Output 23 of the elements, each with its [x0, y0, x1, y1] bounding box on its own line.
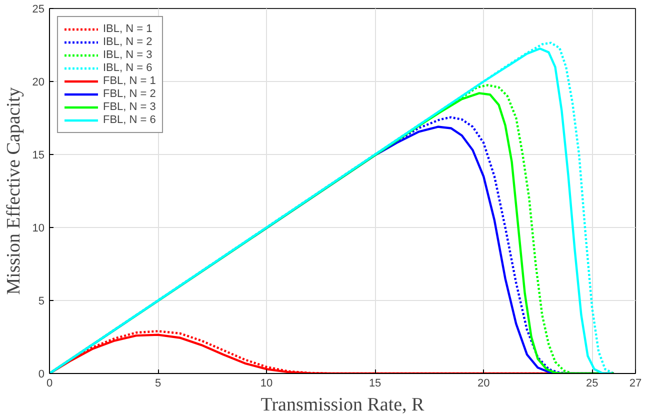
y-tick-label: 0 [38, 368, 45, 380]
y-tick-label: 25 [32, 4, 45, 16]
x-tick-label: 10 [260, 378, 273, 390]
y-axis-title: Mission Effective Capacity [3, 86, 24, 295]
y-tick-label: 15 [32, 150, 45, 162]
x-tick-label: 20 [477, 378, 490, 390]
legend-label: FBL, N = 2 [103, 88, 156, 100]
legend-label: FBL, N = 6 [103, 114, 156, 126]
legend-label: IBL, N = 2 [103, 36, 152, 48]
legend-label: FBL, N = 3 [103, 101, 156, 113]
x-tick-label: 0 [46, 378, 53, 390]
x-tick-label: 27 [629, 378, 642, 390]
legend-label: IBL, N = 3 [103, 49, 152, 61]
x-axis-title: Transmission Rate, R [260, 394, 425, 416]
legend-label: IBL, N = 1 [103, 23, 152, 35]
x-tick-label: 15 [368, 378, 382, 390]
legend-label: FBL, N = 1 [103, 75, 156, 87]
x-tick-label: 5 [154, 378, 162, 390]
y-tick-label: 5 [38, 296, 45, 308]
x-tick-label: 25 [586, 378, 598, 390]
y-tick-label: 10 [32, 222, 45, 234]
y-tick-label: 20 [32, 76, 45, 88]
legend-label: IBL, N = 6 [103, 62, 152, 74]
